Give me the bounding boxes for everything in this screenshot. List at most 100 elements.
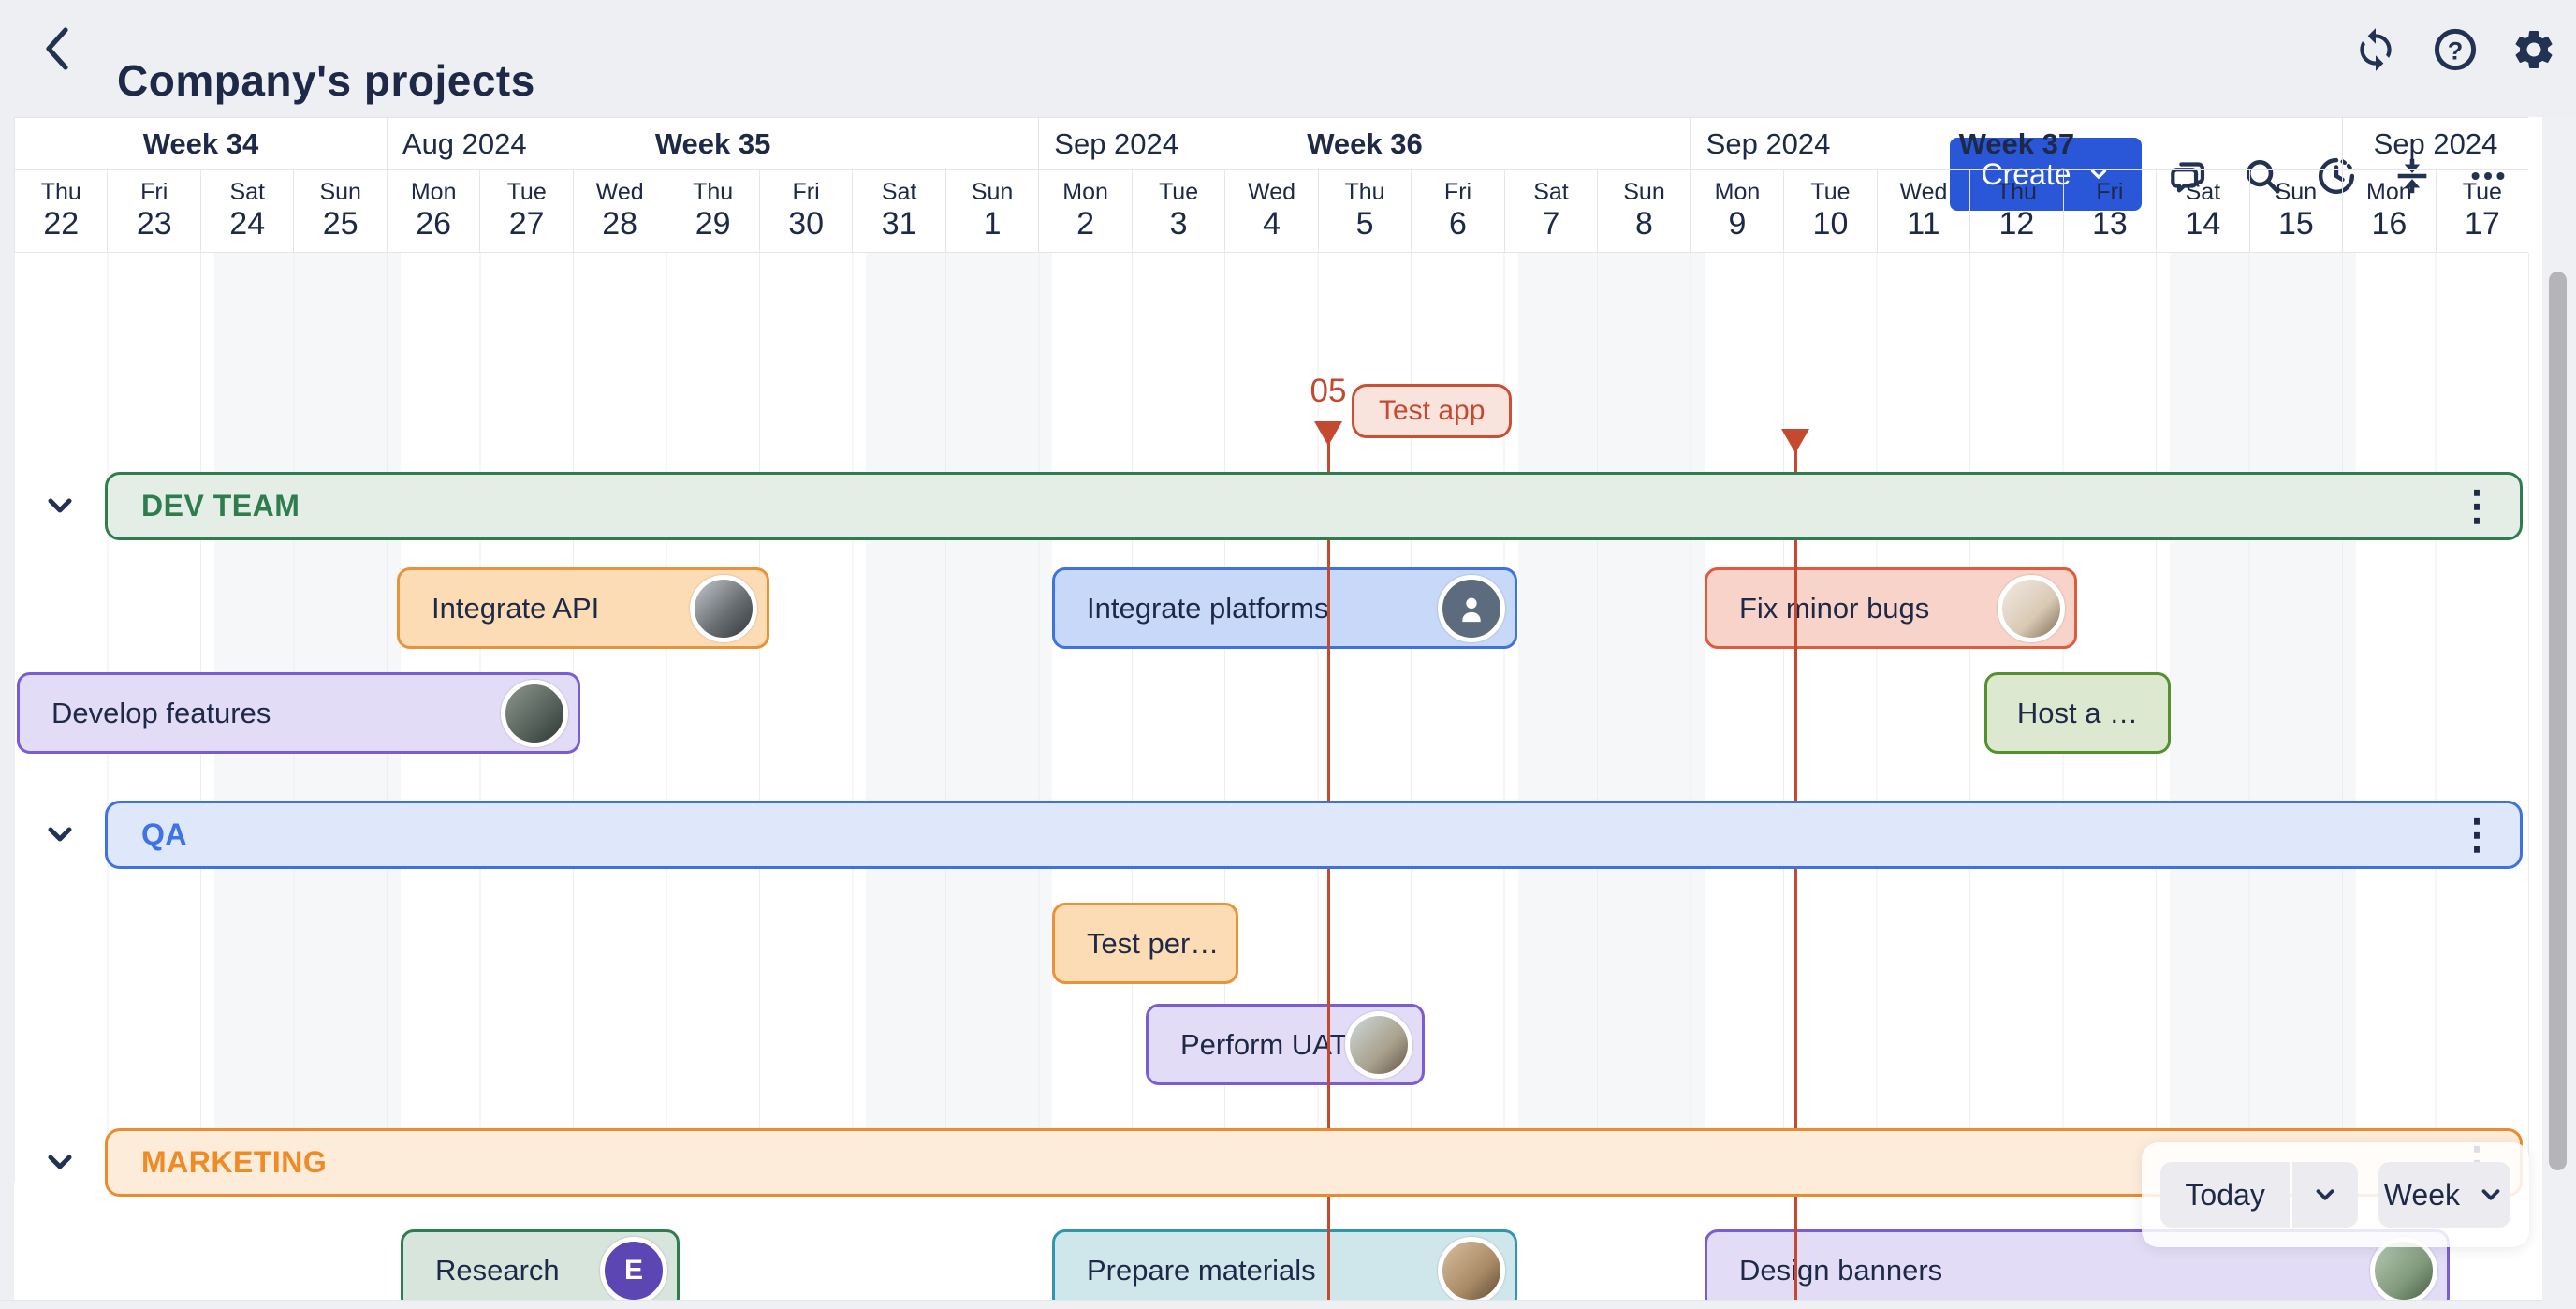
day-number-label: 11 bbox=[1907, 206, 1940, 242]
week-segment: Aug 2024 Week 35 bbox=[386, 118, 1038, 169]
day-number-label: 23 bbox=[136, 206, 172, 242]
day-cell: Sun 25 bbox=[293, 170, 386, 252]
day-number-label: 5 bbox=[1355, 206, 1374, 242]
task-develop-features[interactable]: Develop features bbox=[17, 672, 580, 754]
day-name-label: Mon bbox=[2366, 179, 2412, 205]
day-cell: Thu 12 bbox=[1969, 170, 2062, 252]
day-number-label: 1 bbox=[983, 206, 1002, 242]
today-button[interactable]: Today bbox=[2160, 1162, 2291, 1228]
day-cell: Fri 23 bbox=[107, 170, 199, 252]
task-perform-uat[interactable]: Perform UAT bbox=[1146, 1004, 1425, 1085]
group-bar-dev-team[interactable]: DEV TEAM ⋮ bbox=[105, 472, 2523, 540]
help-icon[interactable]: ? bbox=[2432, 26, 2479, 73]
day-cell: Thu 29 bbox=[666, 170, 758, 252]
week-segment: Sep 2024 Week 37 bbox=[1690, 118, 2342, 169]
day-cell: Thu 22 bbox=[14, 170, 107, 252]
day-cell: Sat 31 bbox=[852, 170, 944, 252]
kebab-menu-icon[interactable]: ⋮ bbox=[2456, 482, 2497, 529]
day-cell: Tue 27 bbox=[479, 170, 572, 252]
day-number-label: 16 bbox=[2371, 206, 2408, 242]
day-number-label: 7 bbox=[1542, 206, 1560, 242]
milestone-pill[interactable]: Test app bbox=[1352, 384, 1513, 438]
day-name-label: Sun bbox=[319, 179, 361, 205]
avatar-person-icon bbox=[1438, 574, 1505, 642]
vertical-scrollbar-thumb[interactable] bbox=[2549, 272, 2567, 1170]
day-name-label: Fri bbox=[1443, 179, 1472, 205]
sync-icon[interactable] bbox=[2352, 26, 2399, 73]
day-cell: Tue 10 bbox=[1783, 170, 1876, 252]
day-name-label: Sat bbox=[1533, 179, 1569, 205]
day-name-label: Fri bbox=[2096, 179, 2124, 205]
day-cell: Tue 17 bbox=[2435, 170, 2528, 252]
task-label: Design banners bbox=[1739, 1253, 1943, 1287]
day-cell: Sun 1 bbox=[944, 170, 1038, 252]
chevron-down-icon[interactable] bbox=[41, 487, 79, 524]
task-integrate-api[interactable]: Integrate API bbox=[397, 567, 769, 649]
task-label: Host a … bbox=[2016, 696, 2139, 729]
svg-text:?: ? bbox=[2448, 36, 2464, 65]
view-controls-panel: Today Week bbox=[2142, 1142, 2529, 1247]
day-name-label: Thu bbox=[1996, 179, 2037, 205]
task-fix-minor-bugs[interactable]: Fix minor bugs bbox=[1705, 567, 2077, 649]
today-dropdown-button[interactable] bbox=[2292, 1162, 2358, 1228]
day-name-label: Fri bbox=[140, 179, 168, 205]
comments-icon[interactable] bbox=[2167, 154, 2210, 198]
day-cell: Sun 8 bbox=[1597, 170, 1690, 252]
day-number-label: 29 bbox=[695, 206, 731, 242]
day-cell: Sun 15 bbox=[2248, 170, 2342, 252]
week-label: Week 37 bbox=[1958, 126, 2075, 160]
day-number-label: 17 bbox=[2464, 206, 2500, 242]
search-icon[interactable] bbox=[2241, 154, 2284, 198]
avatar bbox=[1438, 1236, 1505, 1304]
day-number-label: 9 bbox=[1728, 206, 1747, 242]
task-test-performance[interactable]: Test per… bbox=[1052, 903, 1238, 984]
task-integrate-platforms[interactable]: Integrate platforms bbox=[1052, 567, 1517, 649]
chevron-down-icon[interactable] bbox=[41, 816, 79, 853]
day-name-label: Sun bbox=[971, 179, 1014, 205]
milestone-line bbox=[1794, 440, 1797, 1300]
more-options-icon[interactable] bbox=[2466, 154, 2510, 198]
group-bar-qa[interactable]: QA ⋮ bbox=[105, 801, 2523, 869]
avatar bbox=[1345, 1010, 1412, 1079]
day-number-label: 4 bbox=[1263, 206, 1281, 242]
back-icon[interactable] bbox=[37, 24, 82, 73]
gear-icon[interactable] bbox=[2510, 26, 2557, 73]
milestone-date: 05 bbox=[1310, 373, 1347, 409]
day-name-label: Wed bbox=[1248, 179, 1296, 205]
group-name: QA bbox=[141, 817, 187, 851]
task-host-a[interactable]: Host a … bbox=[1984, 672, 2171, 754]
day-name-label: Thu bbox=[693, 179, 734, 205]
day-number-label: 15 bbox=[2277, 206, 2314, 242]
day-cell: Sat 14 bbox=[2156, 170, 2248, 252]
group-name: MARKETING bbox=[141, 1145, 328, 1179]
group-name: DEV TEAM bbox=[141, 489, 300, 522]
week-label: Week 36 bbox=[1307, 126, 1423, 160]
task-prepare-materials[interactable]: Prepare materials bbox=[1052, 1229, 1517, 1309]
day-number-label: 30 bbox=[788, 206, 825, 242]
create-button[interactable]: Create bbox=[1950, 138, 2142, 211]
top-header: Company's projects ? bbox=[0, 0, 2576, 117]
zoom-scale-dropdown[interactable]: Week bbox=[2378, 1162, 2510, 1228]
day-number-label: 25 bbox=[322, 206, 359, 242]
collapse-rows-icon[interactable] bbox=[2391, 154, 2434, 198]
day-number-label: 14 bbox=[2185, 206, 2221, 242]
create-button-label: Create bbox=[1981, 156, 2071, 191]
day-cell: Wed 4 bbox=[1224, 170, 1317, 252]
day-cell: Fri 13 bbox=[2062, 170, 2156, 252]
day-name-label: Sat bbox=[881, 179, 917, 205]
zoom-scale-label: Week bbox=[2383, 1177, 2460, 1212]
week-segment: Sep 2024 Week 36 bbox=[1038, 118, 1690, 169]
month-label: Aug 2024 bbox=[402, 126, 527, 160]
day-name-label: Mon bbox=[410, 179, 457, 205]
task-research[interactable]: Research E bbox=[401, 1229, 680, 1309]
day-name-label: Thu bbox=[1344, 179, 1385, 205]
chevron-down-icon[interactable] bbox=[41, 1143, 79, 1181]
day-name-label: Wed bbox=[595, 179, 644, 205]
day-name-label: Sun bbox=[2275, 179, 2318, 205]
horizontal-scrollbar-track bbox=[0, 1300, 2576, 1309]
day-name-label: Tue bbox=[1158, 179, 1199, 205]
day-cell: Sat 24 bbox=[199, 170, 293, 252]
day-cell: Mon 16 bbox=[2342, 170, 2435, 252]
day-cell: Mon 26 bbox=[386, 170, 479, 252]
kebab-menu-icon[interactable]: ⋮ bbox=[2456, 811, 2497, 858]
